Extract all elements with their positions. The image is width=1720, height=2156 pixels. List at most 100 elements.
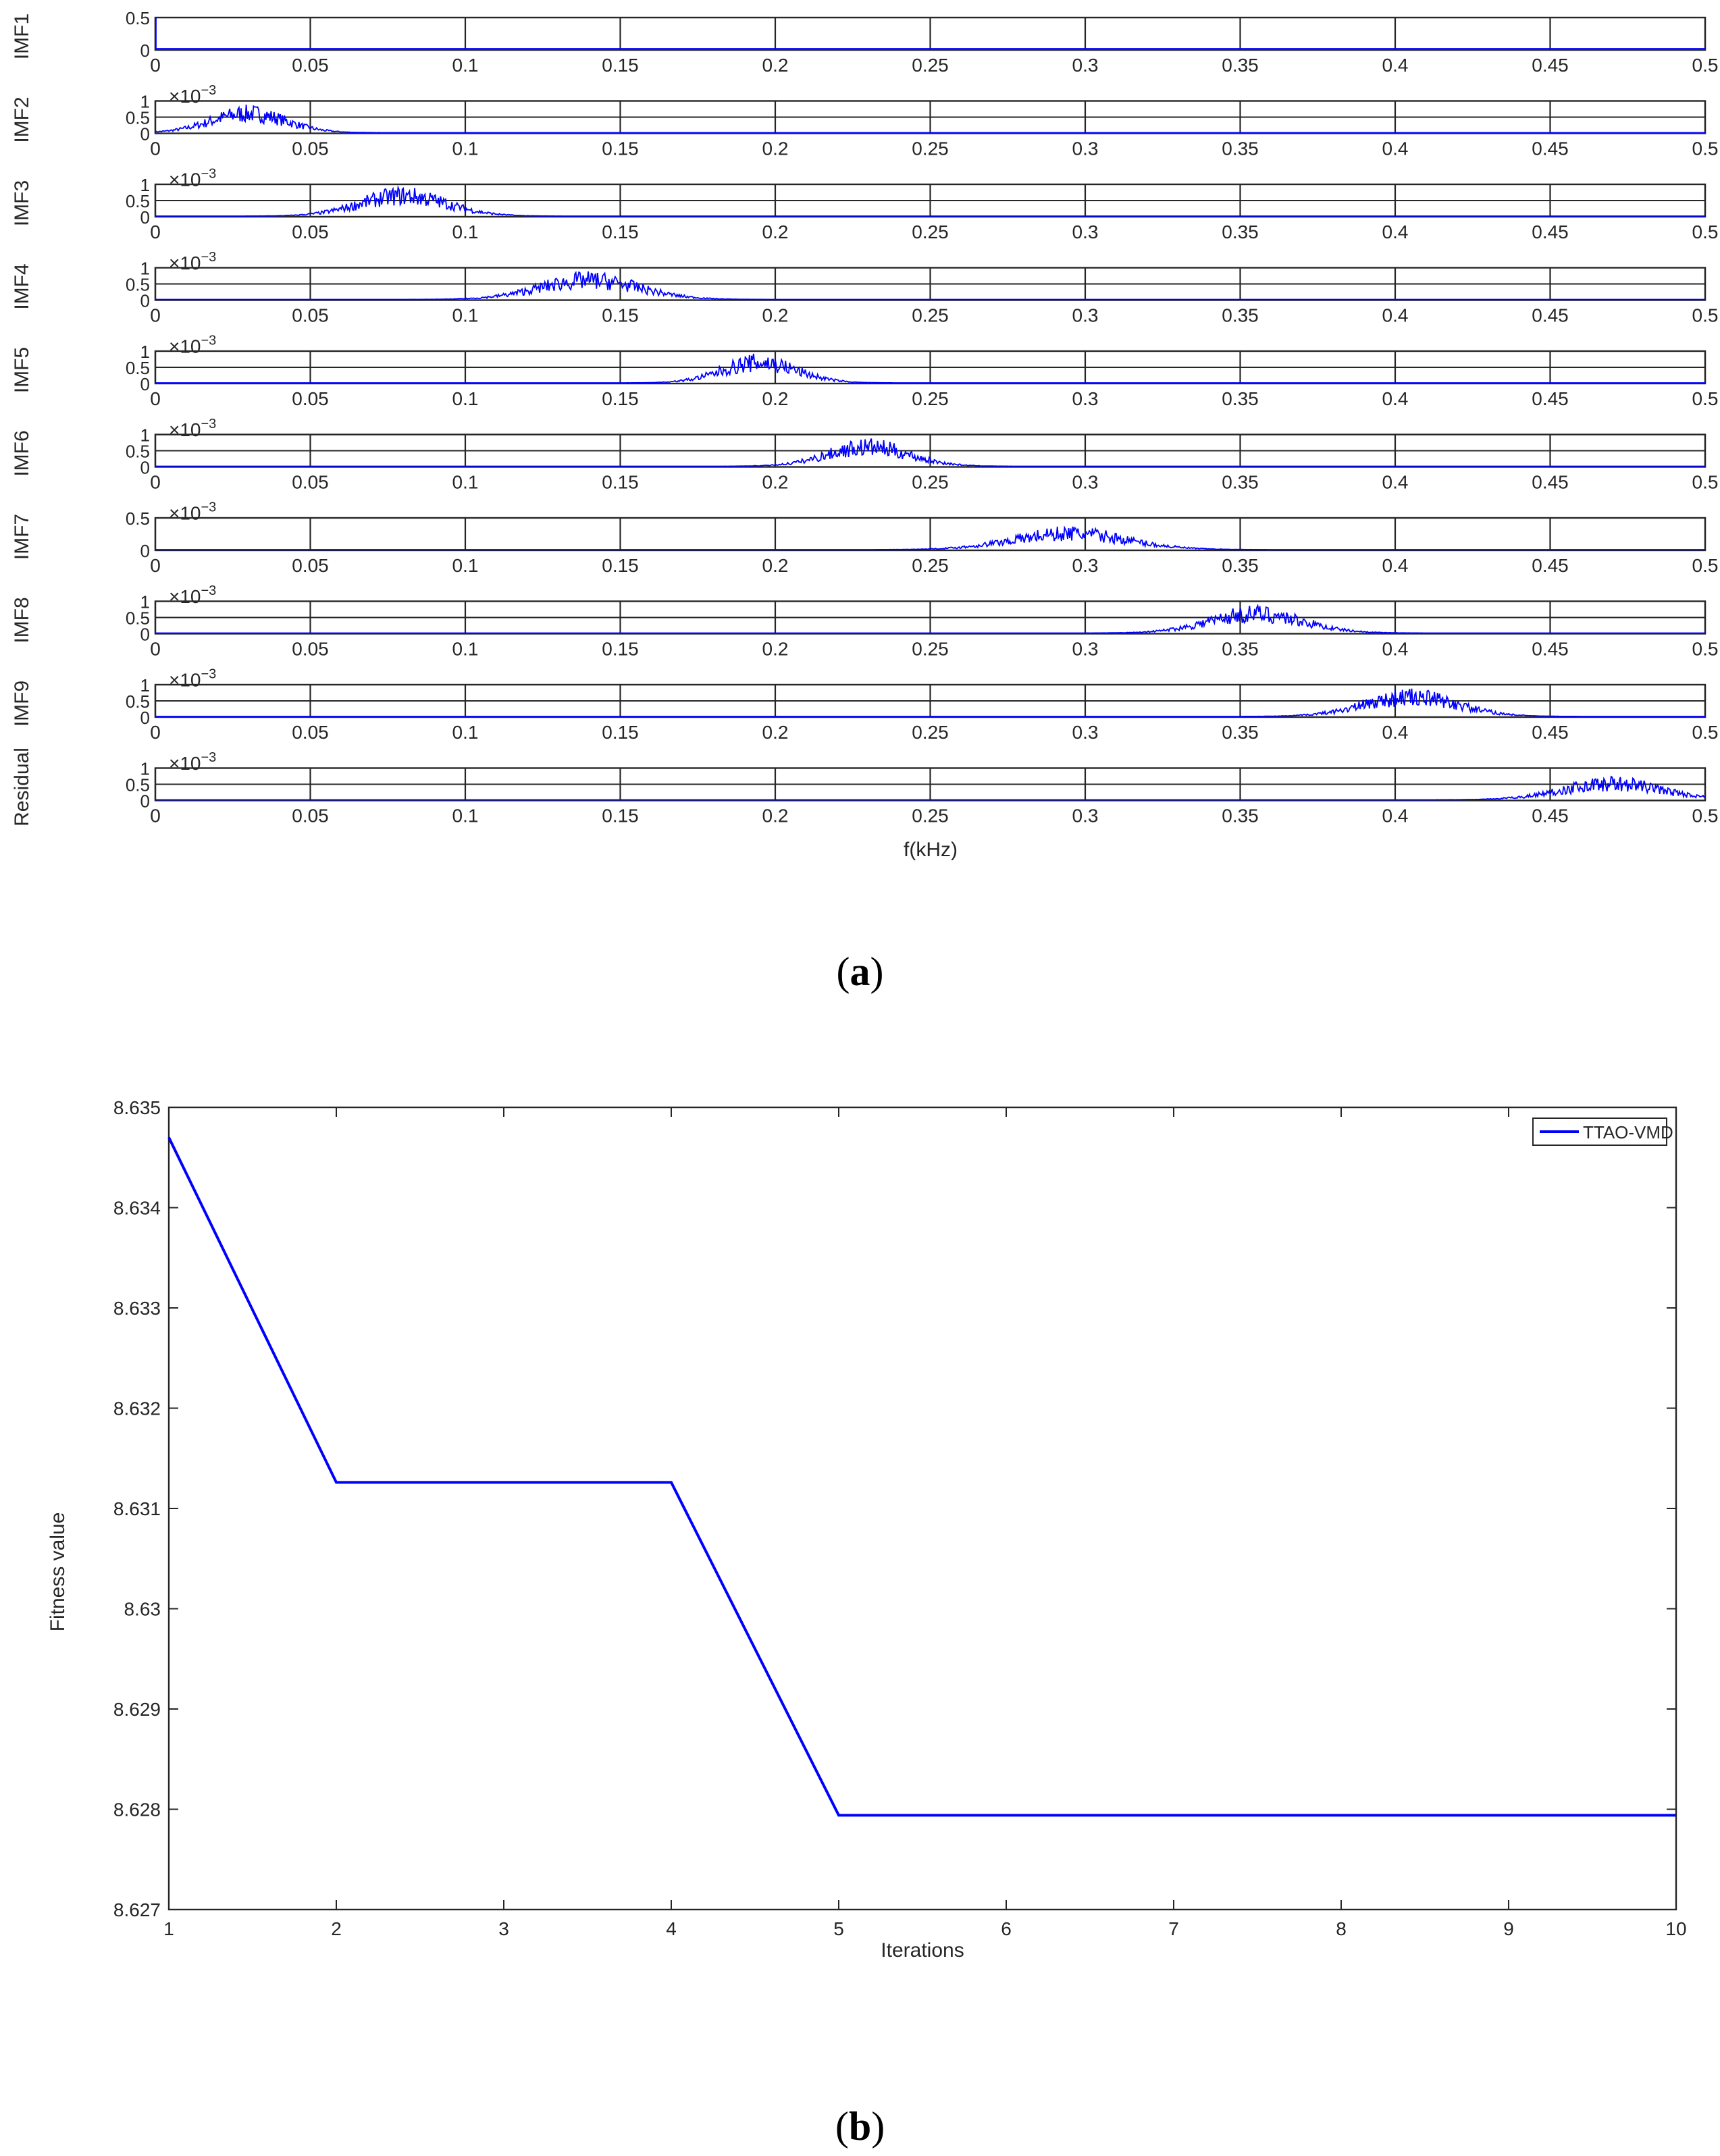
imf-spectrum-line — [155, 104, 1705, 134]
xtick-label: 0.05 — [292, 305, 329, 326]
xtick-label: 0.4 — [1382, 221, 1409, 242]
xtick-label: 8 — [1336, 1918, 1347, 1939]
xtick-label: 0.3 — [1072, 806, 1099, 826]
xtick-label: 0.3 — [1072, 472, 1099, 493]
xtick-label: 0 — [150, 639, 161, 660]
xtick-label: 0.5 — [1692, 221, 1719, 242]
subplot-frame — [154, 183, 1706, 218]
xtick-label: 0.45 — [1532, 305, 1569, 326]
xtick-label: 0.45 — [1532, 806, 1569, 826]
xtick-label: 0.25 — [912, 55, 949, 76]
caption-a: (a) — [836, 949, 884, 994]
ytick-label: 0 — [140, 41, 150, 61]
xtick-label: 0.3 — [1072, 722, 1099, 743]
imf-spectrum-line — [155, 604, 1705, 634]
xtick-label: 0 — [150, 555, 161, 576]
exponent-label: ×10−3 — [169, 167, 216, 190]
xtick-label: 0.35 — [1222, 305, 1259, 326]
xtick-label: 0.1 — [452, 806, 479, 826]
xtick-label: 0.35 — [1222, 388, 1259, 409]
xtick-label: 0.4 — [1382, 55, 1409, 76]
subplot-ylabel: IMF6 — [11, 430, 33, 476]
xtick-label: 0.45 — [1532, 472, 1569, 493]
ytick-label: 8.63 — [124, 1599, 161, 1620]
xtick-label: 0.2 — [762, 639, 789, 660]
xtick-label: 0 — [150, 388, 161, 409]
ytick-label: 1 — [140, 259, 150, 279]
ytick-label: 0 — [140, 541, 150, 561]
ytick-label: 0 — [140, 291, 150, 311]
panel-b-ylabel: Fitness value — [47, 1513, 69, 1632]
exponent-power: −3 — [201, 750, 217, 765]
caption-b: (b) — [835, 2104, 885, 2149]
xtick-label: 0.45 — [1532, 55, 1569, 76]
xtick-label: 6 — [1001, 1918, 1012, 1939]
subplot-frame — [154, 600, 1706, 635]
legend: TTAO-VMD — [1532, 1118, 1673, 1146]
imf-spectrum-line — [155, 185, 1705, 217]
xtick-label: 0 — [150, 806, 161, 826]
ytick-label: 1 — [140, 92, 150, 112]
xtick-label: 0.5 — [1692, 555, 1719, 576]
exponent-label: ×10−3 — [169, 500, 216, 524]
xtick-label: 0.4 — [1382, 305, 1409, 326]
imf-spectrum-line — [155, 353, 1705, 384]
xtick-label: 0 — [150, 138, 161, 159]
subplot-frame — [154, 350, 1706, 385]
xtick-label: 0.15 — [602, 388, 639, 409]
subplot-frame — [154, 16, 1706, 51]
xtick-label: 0.5 — [1692, 639, 1719, 660]
xtick-label: 0.1 — [452, 221, 479, 242]
ytick-label: 0.5 — [126, 608, 150, 629]
exponent-power: −3 — [201, 334, 217, 348]
xtick-label: 0.4 — [1382, 472, 1409, 493]
exponent-power: −3 — [201, 417, 217, 431]
ytick-label: 0 — [140, 625, 150, 645]
imf-spectrum-line — [155, 438, 1705, 467]
xtick-label: 0.45 — [1532, 639, 1569, 660]
subplot-ylabel: IMF1 — [11, 14, 33, 59]
xtick-label: 0.15 — [602, 555, 639, 576]
xtick-label: 2 — [331, 1918, 342, 1939]
xtick-label: 0.05 — [292, 472, 329, 493]
xtick-label: 0 — [150, 55, 161, 76]
subplot-frame — [154, 100, 1706, 134]
xtick-label: 0.2 — [762, 138, 789, 159]
xtick-label: 0.5 — [1692, 55, 1719, 76]
xtick-label: 0.3 — [1072, 639, 1099, 660]
xtick-label: 0.1 — [452, 639, 479, 660]
ytick-label: 8.628 — [113, 1799, 161, 1820]
ytick-label: 0 — [140, 124, 150, 144]
exponent-label: ×10−3 — [169, 250, 216, 273]
ytick-label: 0.5 — [126, 108, 150, 128]
xtick-label: 0.1 — [452, 55, 479, 76]
xtick-label: 0.2 — [762, 722, 789, 743]
xtick-label: 0 — [150, 472, 161, 493]
xtick-label: 0.25 — [912, 806, 949, 826]
xtick-label: 0.4 — [1382, 722, 1409, 743]
panel-b-fitness-curve: 1 2 3 4 5 6 7 8 9 10 8.627 8.628 8.629 8.63 8.631 8.632… — [47, 1097, 1687, 1962]
xtick-label: 0.1 — [452, 555, 479, 576]
xtick-label: 0 — [150, 305, 161, 326]
xtick-label: 0.4 — [1382, 138, 1409, 159]
ytick-label: 8.633 — [113, 1298, 161, 1319]
subplot-frame — [154, 267, 1706, 301]
exponent-label: ×10−3 — [169, 417, 216, 440]
xtick-label: 0.05 — [292, 388, 329, 409]
ytick-label: 0.5 — [126, 691, 150, 712]
ytick-label: 1 — [140, 675, 150, 695]
subplot-ylabel: IMF5 — [11, 347, 33, 393]
xtick-label: 0.25 — [912, 305, 949, 326]
xtick-label: 0.1 — [452, 388, 479, 409]
subplot-frame — [154, 433, 1706, 468]
xtick-label: 0.2 — [762, 555, 789, 576]
xtick-label: 0.45 — [1532, 388, 1569, 409]
xtick-label: 0.4 — [1382, 388, 1409, 409]
imf-spectrum-line — [155, 775, 1706, 801]
